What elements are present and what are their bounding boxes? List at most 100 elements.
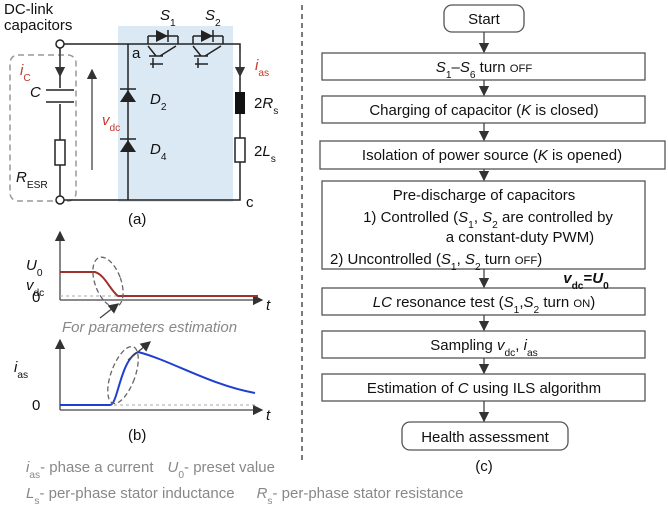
switches	[147, 30, 224, 68]
step-text-part: 1	[451, 262, 457, 273]
label-part: s	[273, 106, 278, 117]
step-text-part: 2	[475, 262, 481, 273]
highlight	[107, 345, 139, 405]
step-text: Sampling vdc, ias	[430, 337, 537, 359]
label: t	[266, 407, 271, 424]
esr	[54, 139, 66, 166]
step-text-part: i	[524, 337, 528, 354]
terminal	[55, 195, 65, 205]
step-text-part: turn	[481, 251, 515, 268]
label: D2	[150, 91, 167, 113]
annotation: For parameters estimation	[62, 319, 237, 336]
label-part: U	[26, 257, 37, 274]
label-part: R	[262, 95, 273, 112]
caption: (b)	[128, 427, 146, 444]
label-part: dc	[110, 123, 121, 134]
step-text-part: ,	[474, 209, 482, 226]
step-text: Isolation of power source (K is opened)	[362, 147, 622, 164]
pointer	[99, 303, 120, 319]
step-text-part: S	[524, 294, 534, 311]
label-part: ESR	[27, 180, 48, 191]
label: RESR	[16, 169, 48, 191]
label: iC	[20, 62, 31, 84]
capacitor	[46, 89, 74, 103]
step-text: Estimation of C using ILS algorithm	[367, 380, 601, 397]
label: c	[246, 194, 254, 211]
step-text-part: 2	[492, 220, 498, 231]
step-text-part: Isolation of power source (	[362, 147, 538, 164]
legend-line-part: L	[26, 485, 34, 502]
step-text-part: K	[538, 147, 549, 164]
legend-line-part: s	[267, 496, 272, 507]
step-box	[321, 330, 646, 359]
label: capacitors	[4, 17, 72, 34]
condition-part: U	[592, 270, 604, 287]
step-text-part: S	[482, 209, 492, 226]
step-text: LC resonance test (S1,S2 turn ON)	[373, 294, 596, 316]
pointer	[127, 341, 152, 361]
terminal	[55, 39, 65, 49]
step-text-part: is opened)	[548, 147, 622, 164]
step-text-part: resonance test (	[392, 294, 504, 311]
legend-line-part: - per-phase stator resistance	[273, 485, 464, 502]
switches-part	[147, 30, 224, 68]
label: ias	[14, 359, 28, 381]
label-part: s	[271, 154, 276, 165]
step-text-part: K	[521, 102, 532, 119]
legend-line-part: R	[257, 485, 268, 502]
label-part: dc	[34, 288, 45, 299]
vdc-curve	[60, 271, 258, 297]
step-text-part: S	[458, 209, 468, 226]
step-box	[319, 140, 666, 170]
circuit: DC-link capacitors iC C RESR vdc a c D2 …	[4, 1, 278, 228]
label-part: i	[20, 62, 24, 79]
step-text-part: 6	[470, 70, 476, 81]
label-part: R	[16, 169, 27, 186]
step-box	[321, 95, 646, 124]
step-text-part: 1	[446, 70, 452, 81]
label: 0	[32, 397, 40, 414]
condition-part: v	[563, 270, 573, 287]
label: 2Ls	[254, 143, 276, 165]
label-part: i	[14, 359, 18, 376]
ias-curve	[60, 350, 256, 406]
label: vdc	[26, 277, 44, 299]
label: U0	[26, 257, 43, 279]
step-text: 1) Controlled (S1, S2 are controlled by	[363, 209, 613, 231]
step-text-part: dc	[504, 348, 515, 359]
legend-line-part: s	[34, 496, 39, 507]
legend-line-part: - phase a current	[40, 459, 154, 476]
step-box	[321, 373, 646, 402]
step-text-part: as	[527, 348, 538, 359]
label: S1	[160, 7, 176, 29]
step-text-part: OFF	[515, 255, 538, 267]
step-text-part: is closed)	[531, 102, 599, 119]
step-text-part: are controlled by	[498, 209, 614, 226]
label: S2	[205, 7, 221, 29]
label-part: i	[255, 57, 259, 74]
step-text-part: 1	[468, 220, 474, 231]
step-text-part: Sampling	[430, 337, 497, 354]
label-part: D	[150, 91, 161, 108]
label-part: C	[23, 73, 30, 84]
label: 2Rs	[254, 95, 278, 117]
legend-line-part: 0	[178, 470, 184, 481]
condition-part: dc	[572, 281, 584, 292]
step-text-part: )	[537, 251, 542, 268]
label-part: v	[102, 112, 111, 129]
waveforms: U0 vdc 0 t For parameters estimation ias…	[14, 230, 271, 444]
step-text-part: ,	[515, 337, 523, 354]
label: ias	[255, 57, 269, 79]
label-part: S	[205, 7, 215, 24]
step-text-part: S	[441, 251, 451, 268]
step-text-part: LC	[373, 294, 392, 311]
caption: (a)	[128, 211, 146, 228]
step-text-part: v	[497, 337, 506, 354]
step-text: a constant-duty PWM)	[446, 229, 594, 246]
label: vdc	[102, 112, 120, 134]
legend-line-part: i	[26, 459, 30, 476]
condition-part: 0	[603, 281, 609, 292]
step-text-part: turn	[476, 59, 510, 76]
highlight	[92, 256, 124, 308]
step-text-part: Charging of capacitor (	[369, 102, 521, 119]
